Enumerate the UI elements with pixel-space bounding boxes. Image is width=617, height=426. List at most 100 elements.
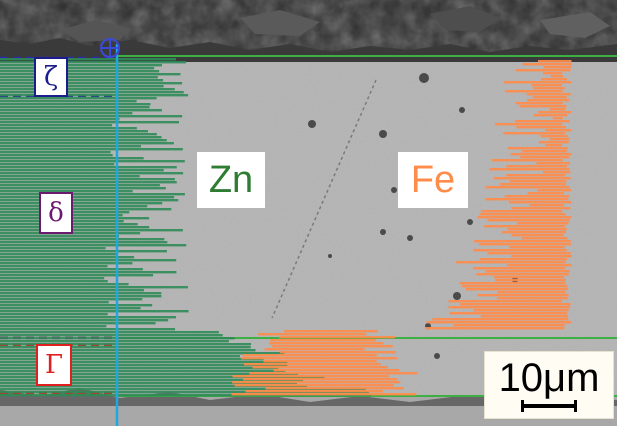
- fe-profile-segment: [522, 237, 568, 239]
- fe-profile-segment: [507, 264, 572, 266]
- crosshair-circle-icon: [101, 39, 119, 57]
- fe-profile-segment: [476, 273, 568, 275]
- zn-profile-segment: [0, 292, 161, 294]
- zn-profile-segment: [0, 115, 182, 117]
- zn-profile-segment: [0, 313, 108, 315]
- fe-profile-segment: [494, 177, 571, 179]
- zn-profile-segment: [0, 280, 108, 282]
- gamma-phase-label: Γ: [36, 344, 72, 386]
- zn-profile-segment: [0, 331, 219, 333]
- fe-profile-segment: [508, 228, 567, 230]
- fe-profile-segment: [538, 111, 571, 113]
- fe-profile-segment: [532, 84, 562, 86]
- zn-profile-segment: [0, 169, 164, 171]
- fe-profile-segment: [522, 150, 567, 152]
- fe-profile-segment: [243, 378, 397, 380]
- fe-profile-segment: [509, 246, 564, 248]
- zn-profile-segment: [0, 124, 112, 126]
- fe-profile-segment: [511, 255, 571, 257]
- fe-profile-segment: [487, 219, 569, 221]
- zn-profile-segment: [0, 70, 159, 72]
- zn-profile-segment: [0, 193, 185, 195]
- zn-profile-segment: [0, 247, 106, 249]
- zn-profile-segment: [0, 142, 174, 144]
- fe-profile-segment: [243, 354, 377, 356]
- zn-profile-segment: [0, 316, 176, 318]
- fe-profile-segment: [477, 294, 568, 296]
- fe-profile-segment: [466, 288, 567, 290]
- zn-profile-segment: [0, 109, 162, 111]
- zn-element-label: Zn: [197, 152, 265, 208]
- fe-profile-segment: [249, 372, 417, 374]
- fe-profile-segment: [544, 66, 571, 68]
- fe-profile-segment: [537, 189, 571, 191]
- fe-profile-segment: [509, 201, 571, 203]
- fe-profile-segment: [543, 171, 571, 173]
- zn-profile-segment: [0, 277, 104, 279]
- zn-profile-segment: [0, 187, 166, 189]
- zn-profile-segment: [0, 325, 106, 327]
- scale-bar-line: [521, 404, 577, 408]
- fe-profile-segment: [233, 375, 389, 377]
- fe-profile-segment: [504, 81, 572, 83]
- fe-profile-segment: [511, 234, 563, 236]
- fe-profile-segment: [497, 291, 565, 293]
- zn-profile-segment: [0, 205, 147, 207]
- fe-profile-segment: [265, 348, 365, 350]
- fe-profile-segment: [528, 192, 564, 194]
- fe-profile-segment: [280, 351, 396, 353]
- zn-profile-segment: [0, 79, 163, 81]
- fe-profile-segment: [550, 108, 565, 110]
- fe-profile-segment: [460, 282, 566, 284]
- fe-profile-segment: [516, 102, 563, 104]
- zn-profile-segment: [0, 340, 229, 342]
- zn-profile-segment: [0, 334, 223, 336]
- fe-profile-segment: [551, 75, 563, 77]
- fe-profile-segment: [284, 330, 378, 332]
- zn-profile-segment: [0, 319, 168, 321]
- fe-profile-segment: [541, 135, 568, 137]
- fe-profile-segment: [462, 285, 567, 287]
- fe-profile-segment: [473, 267, 565, 269]
- fe-profile-segment: [505, 90, 563, 92]
- fe-profile-segment: [536, 162, 570, 164]
- zn-profile-segment: [0, 241, 167, 243]
- zn-profile-segment: [0, 298, 142, 300]
- zn-profile-segment: [0, 226, 149, 228]
- fe-profile-segment: [487, 252, 570, 254]
- fe-profile-segment: [486, 270, 570, 272]
- zn-profile-segment: [0, 259, 176, 261]
- fe-profile-segment: [244, 363, 381, 365]
- scale-bar-label: 10μm: [485, 356, 613, 401]
- zn-profile-segment: [0, 181, 177, 183]
- zn-profile-segment: [0, 328, 175, 330]
- zn-profile-segment: [0, 196, 174, 198]
- fe-profile-segment: [505, 195, 570, 197]
- fe-profile-segment: [515, 120, 570, 122]
- fe-profile-segment: [479, 243, 571, 245]
- fe-profile-segment: [523, 63, 572, 65]
- zn-profile-segment: [0, 271, 176, 273]
- fe-profile-segment: [495, 279, 565, 281]
- fe-profile-segment: [474, 309, 569, 311]
- zn-profile-segment: [0, 166, 177, 168]
- zn-profile-segment: [0, 286, 188, 288]
- fe-profile-segment: [425, 327, 564, 329]
- fe-profile-segment: [473, 249, 567, 251]
- fe-profile-segment: [550, 138, 570, 140]
- fe-profile-segment: [433, 318, 569, 320]
- zn-profile-segment: [0, 238, 164, 240]
- zn-profile-segment: [0, 82, 182, 84]
- zn-profile-segment: [0, 61, 186, 63]
- fe-profile-segment: [478, 216, 572, 218]
- fe-profile-segment: [497, 297, 568, 299]
- fe-profile-segment: [481, 315, 568, 317]
- fe-profile-segment: [486, 186, 570, 188]
- zn-profile-segment: [0, 307, 141, 309]
- zn-profile-segment: [0, 253, 118, 255]
- zeta-phase-label: ζ: [34, 57, 68, 97]
- zn-profile-segment: [0, 202, 162, 204]
- zn-profile-segment: [0, 262, 132, 264]
- zn-profile-segment: [0, 145, 141, 147]
- fe-profile-segment: [253, 366, 388, 368]
